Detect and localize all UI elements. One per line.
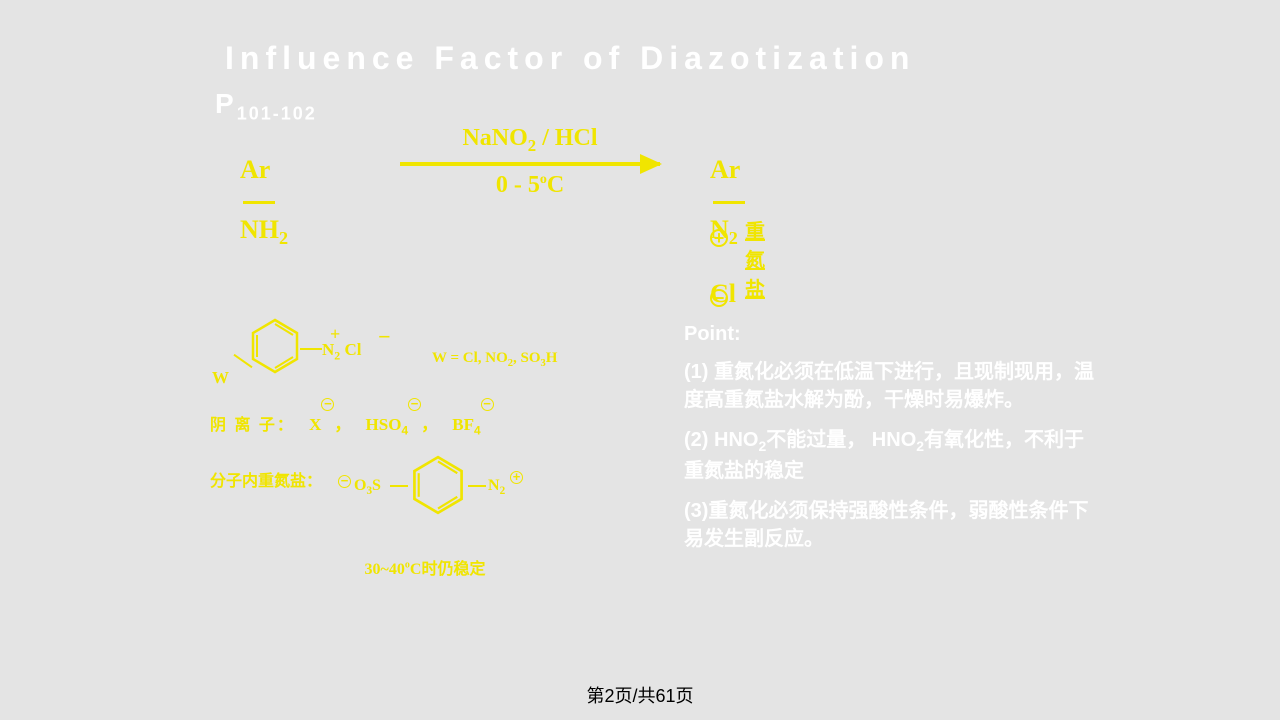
anion-row: 阴 离 子： X−， HSO4−， BF4−: [210, 410, 640, 437]
reactant-ar: Ar: [240, 155, 270, 184]
product: ArN2+ Cl−: [710, 155, 748, 339]
arrow-line-icon: [400, 162, 660, 166]
reactant: Ar NH2: [240, 155, 288, 249]
point-2: (2) HNO2不能过量， HNO2有氧化性，不利于重氮盐的稳定: [684, 426, 1094, 485]
w-symbol: W: [212, 368, 229, 388]
minus-charge-icon: −: [481, 398, 494, 411]
reagent-top: NaNO: [462, 125, 527, 151]
o3s-s: S: [372, 477, 381, 494]
anion-bf4-sub: 4: [474, 423, 481, 437]
point-1: (1) 重氮化必须在低温下进行，且现制现用，温度高重氮盐水解为酚，干燥时易爆炸。: [684, 358, 1094, 414]
anion-bf4: BF: [452, 415, 474, 434]
points-heading: Point:: [684, 320, 1094, 348]
product-ar: Ar: [710, 155, 740, 184]
wdef-1: W = Cl, NO: [432, 350, 508, 366]
anion-x: X: [309, 415, 321, 434]
moln2-sub: 2: [500, 486, 506, 498]
wdef-2: , SO: [513, 350, 541, 366]
p2b: 不能过量， HNO: [766, 429, 916, 451]
bond-icon: [390, 485, 408, 487]
anion-hso4: HSO: [366, 415, 402, 434]
molsalt-label: 分子内重氮盐：: [210, 473, 322, 490]
p2a: (2) HNO: [684, 429, 758, 451]
anion-hso4-sub: 4: [401, 423, 408, 437]
arrow-top-label: NaNO2 / HCl: [400, 125, 660, 156]
stable-cn: 时仍稳定: [421, 561, 485, 578]
reactant-nh-sub: 2: [279, 228, 288, 248]
reaction-arrow: NaNO2 / HCl 0 - 5oC: [400, 125, 660, 199]
point-3: (3)重氮化必须保持强酸性条件，弱酸性条件下易发生副反应。: [684, 497, 1094, 553]
stable-unit: C: [410, 561, 422, 578]
stable-condition-text: 30~40oC时仍稳定: [210, 555, 640, 579]
anion-c2: ，: [421, 415, 438, 434]
page-label: P101-102: [215, 88, 317, 125]
reagent-top-tail: / HCl: [536, 125, 597, 151]
p2s2: 2: [916, 438, 924, 454]
anion-label: 阴 离 子：: [210, 417, 295, 434]
benzene-diazonium-structure: W N2 Cl + − W = Cl, NO2, SO3H: [210, 310, 640, 390]
cl: Cl: [340, 340, 361, 359]
benzene-ring-icon: [250, 318, 300, 374]
n2cl-label: N2 Cl: [322, 340, 361, 363]
reagent-top-sub: 2: [528, 136, 536, 155]
bond-icon: [243, 201, 275, 204]
minus-charge-icon: −: [321, 398, 334, 411]
wdef-3: H: [546, 350, 558, 366]
w-definition: W = Cl, NO2, SO3H: [432, 350, 557, 369]
points-block: Point: (1) 重氮化必须在低温下进行，且现制现用，温度高重氮盐水解为酚，…: [684, 320, 1094, 565]
o3s-o: O: [354, 477, 366, 494]
page-footer: 第2页/共61页: [0, 682, 1280, 708]
mol-n2: N2: [488, 477, 505, 497]
reactant-nh: NH: [240, 215, 279, 244]
plus-mark: +: [330, 324, 340, 345]
product-label: 重氮盐: [745, 215, 765, 302]
slide-title: Influence Factor of Diazotization: [225, 40, 915, 77]
minus-mark: −: [378, 324, 391, 350]
reagent-bottom: 0 - 5: [496, 172, 540, 198]
plus-charge-icon: +: [710, 229, 728, 247]
moln2: N: [488, 477, 500, 494]
page-label-sub: 101-102: [237, 104, 317, 124]
reagent-bottom-tail: C: [547, 172, 564, 198]
minus-charge-icon: −: [338, 475, 351, 488]
bond-icon: [468, 485, 486, 487]
bond-icon: [713, 201, 745, 204]
intramolecular-salt-row: 分子内重氮盐： − O3S N2 +: [210, 467, 640, 527]
n2cl-bond-icon: [300, 348, 322, 350]
stable-prefix: 30~40: [365, 561, 405, 578]
minus-charge-icon: −: [408, 398, 421, 411]
anion-c1: ，: [334, 415, 351, 434]
page-label-prefix: P: [215, 88, 237, 119]
benzene-ring-icon: [408, 455, 468, 515]
o3s-group: O3S: [354, 477, 381, 497]
left-detail-block: W N2 Cl + − W = Cl, NO2, SO3H 阴 离 子： X−，…: [210, 310, 640, 579]
product-n-sub: 2: [729, 228, 738, 248]
arrow-bottom-label: 0 - 5oC: [400, 172, 660, 199]
plus-charge-icon: +: [510, 471, 523, 484]
